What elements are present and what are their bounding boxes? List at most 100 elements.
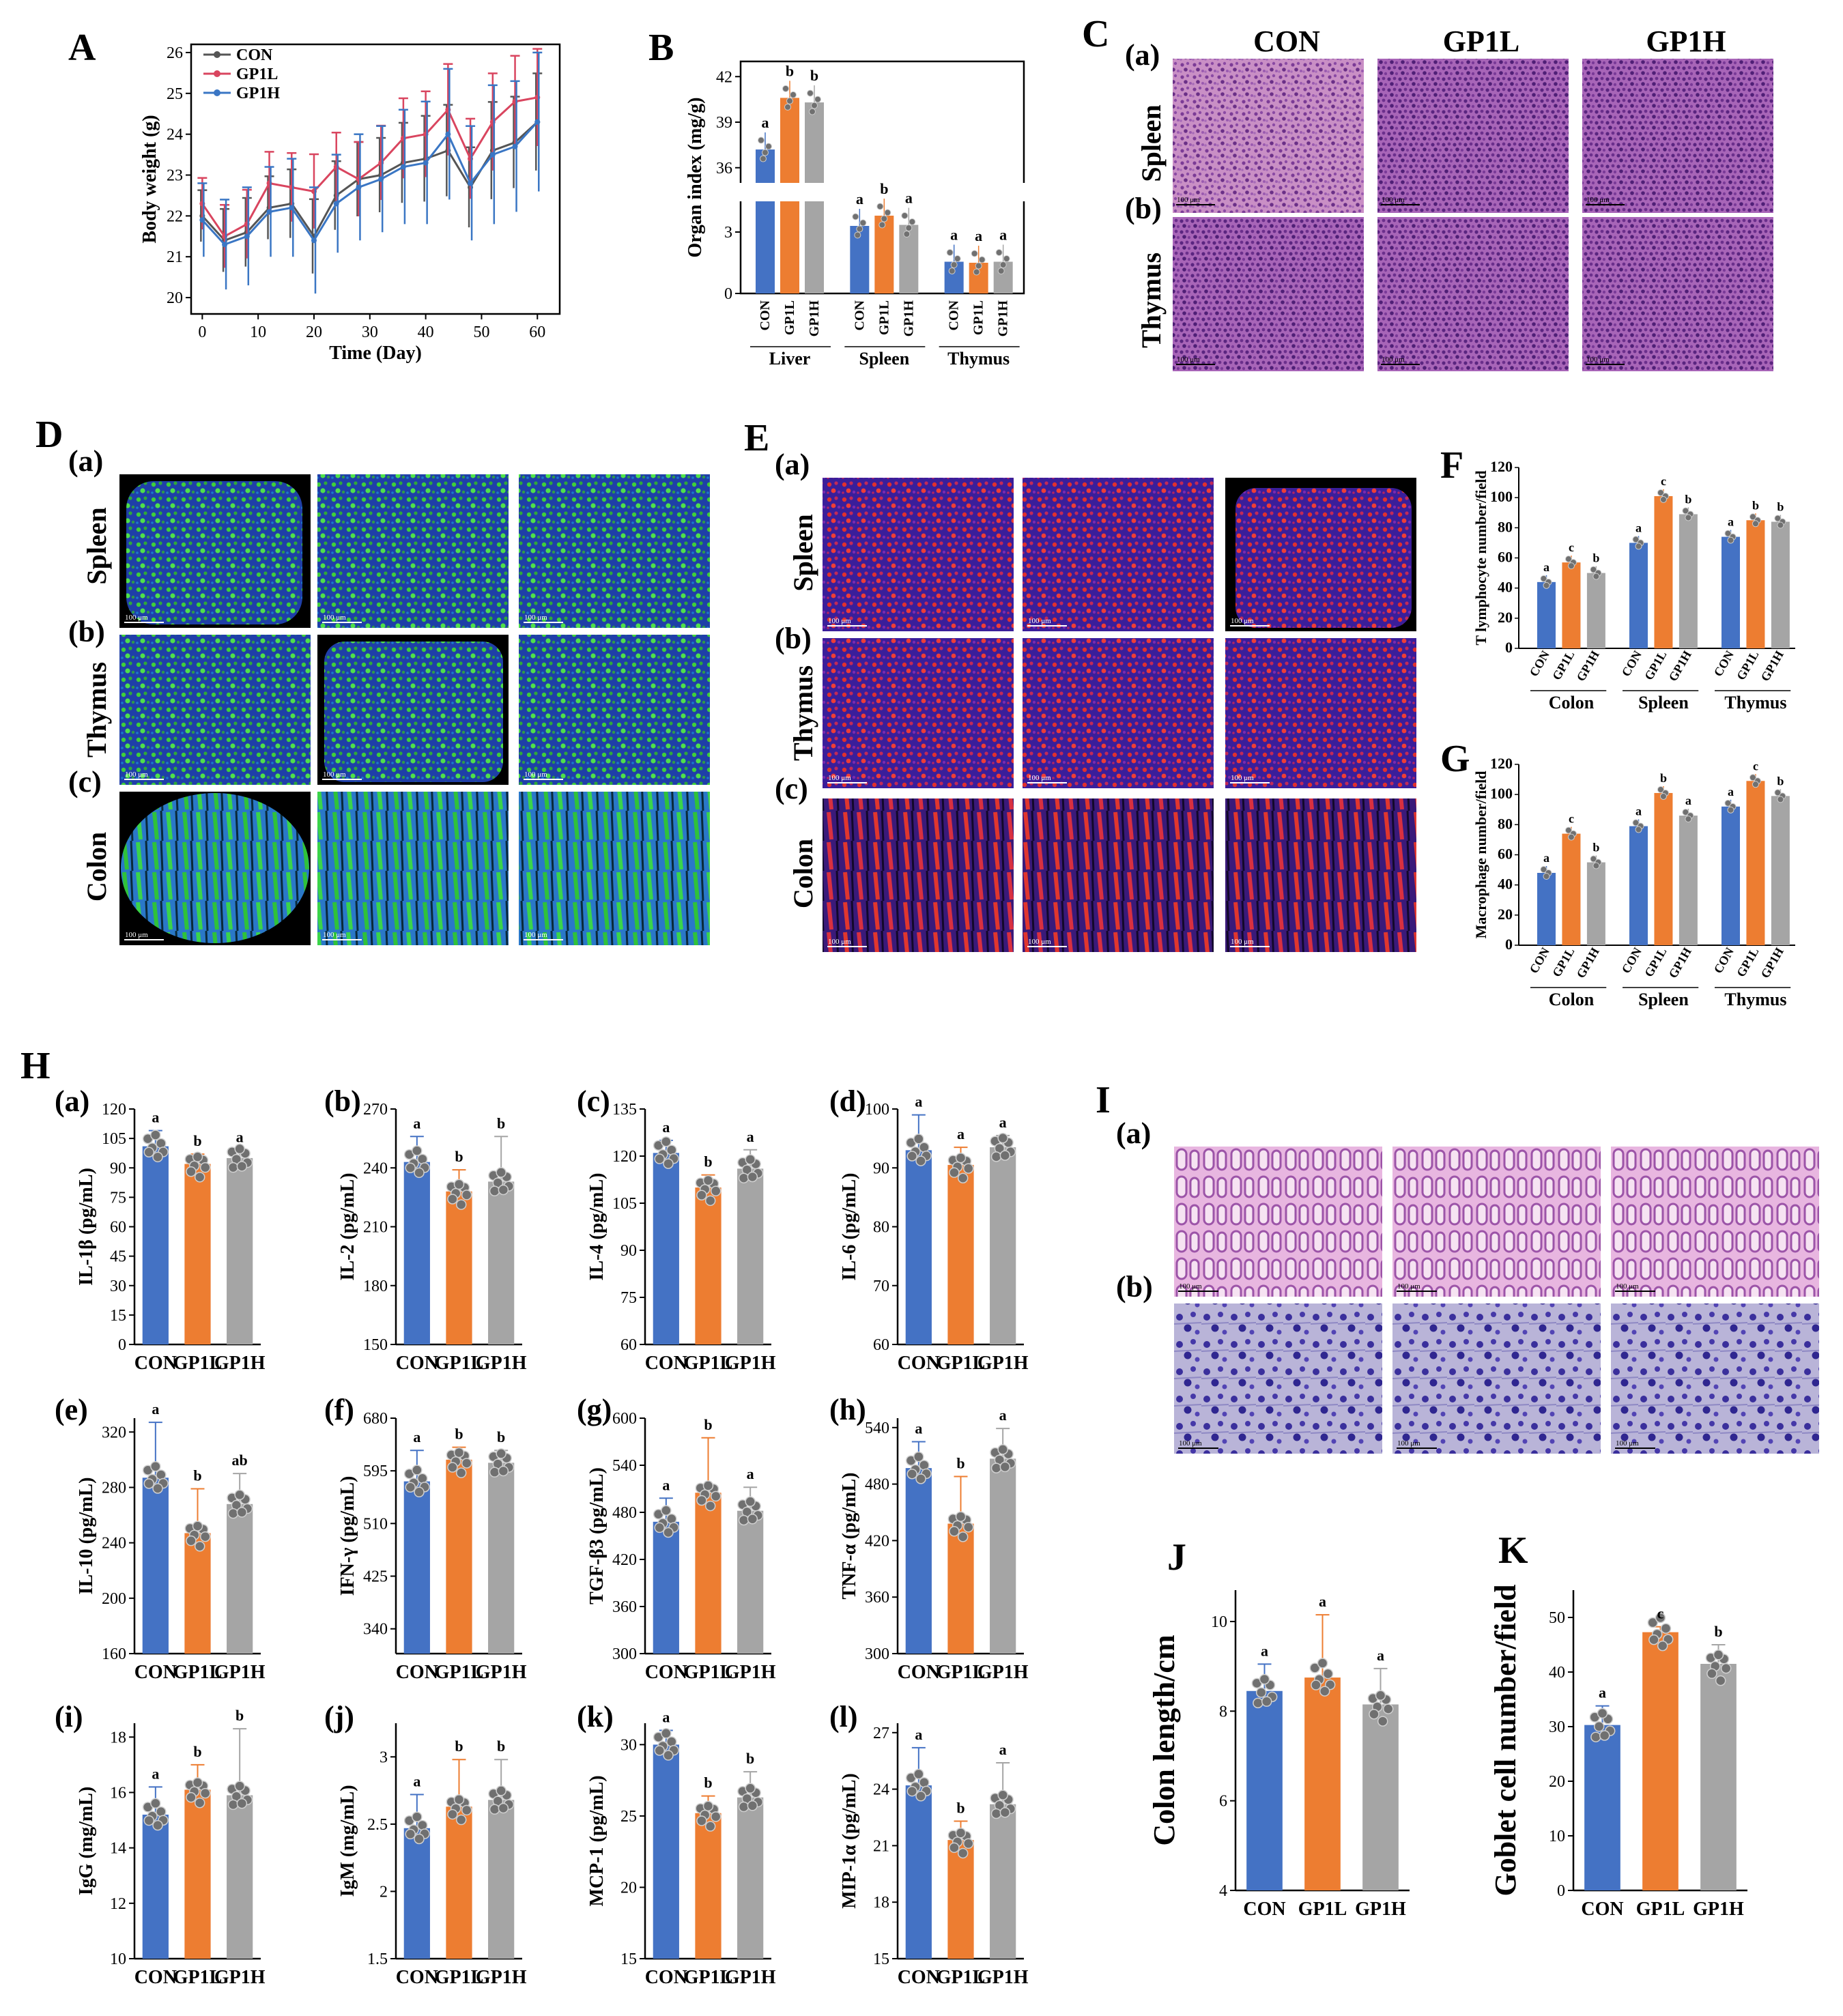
e-spleen-2 <box>1023 478 1214 631</box>
data-point <box>790 91 797 98</box>
y-axis-label: T lymphocyte number/field <box>1472 470 1489 645</box>
x-group-label: Spleen <box>1638 693 1689 712</box>
y-axis-label: MIP-1α (pg/mL) <box>839 1773 860 1908</box>
data-point <box>417 1473 428 1484</box>
data-point <box>412 1145 423 1156</box>
x-series-label: CON <box>1619 945 1644 976</box>
y-tick-label: 160 <box>102 1645 126 1663</box>
y-tick-label: 3 <box>380 1748 388 1766</box>
y-tick-label: 300 <box>865 1645 889 1663</box>
data-point <box>414 1833 425 1845</box>
x-group-label: Thymus <box>1724 990 1786 1009</box>
i-images <box>1174 1147 1819 1454</box>
bar-gp1l <box>446 1191 472 1344</box>
data-point <box>1632 819 1640 826</box>
y-tick-label: 600 <box>612 1410 637 1428</box>
c-thymus-con <box>1173 217 1364 371</box>
data-point <box>194 1797 205 1809</box>
y-tick-label: 40 <box>1498 876 1513 893</box>
y-tick-label: 10 <box>110 1950 126 1968</box>
y-tick-label: 105 <box>102 1130 126 1148</box>
svg-text:100 μm: 100 μm <box>1586 196 1610 204</box>
chart-He: 160 200 240 280 320 a CON b GP1L ab GP1H IL-10 (pg/… <box>76 1400 266 1683</box>
d-thymus-3 <box>519 635 710 785</box>
y-tick-label: 0 <box>724 285 732 303</box>
d-sub-b: (b) <box>68 615 105 648</box>
data-point <box>946 249 954 256</box>
y-tick-label: 26 <box>167 44 183 62</box>
data-point <box>234 1781 245 1791</box>
x-category-label: GP1H <box>1355 1899 1406 1920</box>
bar-gp1l <box>184 1533 211 1654</box>
data-point <box>417 1819 428 1831</box>
data-point <box>1590 566 1597 573</box>
data-point <box>423 160 429 166</box>
bar-gp1h <box>1586 862 1605 945</box>
data-point <box>1543 873 1550 880</box>
scale-bar: 100 μm <box>524 614 563 623</box>
data-point <box>1003 255 1010 262</box>
bar-con <box>142 1146 169 1344</box>
data-point <box>999 1461 1011 1473</box>
x-category-label: GP1L <box>1636 1899 1685 1920</box>
panel-label-g: G <box>1440 738 1470 780</box>
d-spleen-3 <box>519 474 710 628</box>
y-tick-label: 6 <box>1219 1793 1227 1811</box>
sig-letter: c <box>1753 759 1758 773</box>
y-tick-label: 540 <box>865 1420 889 1437</box>
data-point <box>455 1814 467 1826</box>
data-point <box>1682 809 1689 816</box>
data-point <box>445 131 451 137</box>
y-tick-label: 540 <box>612 1457 637 1475</box>
y-axis-label: IgM (mg/mL) <box>337 1785 358 1897</box>
chart-Hj: 1.5 2 2.5 3 a CON b GP1L b GP1H IgM (mg/mL) <box>337 1723 527 1988</box>
series-line-gp1l <box>201 96 538 238</box>
y-axis-label: IL-1β (pg/mL) <box>76 1168 97 1286</box>
scale-bar: 100 μm <box>1230 938 1270 947</box>
sig-letter: b <box>704 1153 712 1170</box>
svg-text:100 μm: 100 μm <box>1382 356 1405 364</box>
bar-con <box>1629 543 1648 648</box>
svg-text:100 μm: 100 μm <box>1177 196 1200 204</box>
e-row-thymus: Thymus <box>788 665 818 761</box>
y-tick-label: 18 <box>873 1894 889 1912</box>
bar-gp1h <box>1771 796 1790 945</box>
x-category-label: CON <box>898 1967 940 1988</box>
legend-marker <box>214 51 220 58</box>
data-point <box>453 1794 465 1805</box>
data-point <box>447 1809 458 1820</box>
sig-letter: a <box>152 1109 159 1126</box>
x-category-label: CON <box>645 1353 687 1374</box>
y-tick-label: 120 <box>102 1101 126 1119</box>
scale-bar: 100 μm <box>1586 356 1625 365</box>
y-tick-label: 60 <box>620 1336 637 1354</box>
bar-gp1h <box>488 1181 515 1344</box>
data-point <box>745 1783 756 1794</box>
x-series-label: CON <box>1711 648 1737 679</box>
data-point <box>949 1167 960 1178</box>
data-point <box>696 1495 707 1506</box>
data-point <box>955 1152 967 1164</box>
y-tick-label: 30 <box>110 1278 126 1295</box>
bar-gp1h <box>990 1458 1016 1654</box>
data-point <box>333 201 339 207</box>
chart-J: 4 6 8 10 a CON a GP1L a GP1H Colon length/cm <box>1147 1590 1410 1920</box>
bar-gp1h <box>1362 1704 1399 1890</box>
data-point <box>854 231 861 239</box>
bar-gp1l <box>1654 495 1673 648</box>
scale-bar: 100 μm <box>322 614 362 623</box>
h-sub-g: (g) <box>577 1393 612 1426</box>
data-point <box>1317 1658 1328 1669</box>
chart-Hc: 60 75 90 105 120 135 a CON b GP1L a GP1H IL-4 (pg/mL… <box>586 1101 776 1374</box>
y-tick-label: 360 <box>865 1589 889 1607</box>
y-tick-label: 120 <box>1490 755 1513 772</box>
data-point <box>884 209 891 216</box>
data-point <box>405 1162 416 1173</box>
data-point <box>710 1811 722 1822</box>
y-tick-label: 60 <box>1498 846 1513 863</box>
data-point <box>906 1785 917 1797</box>
data-point <box>150 1798 161 1809</box>
y-tick-label: 60 <box>1498 549 1513 566</box>
data-point <box>289 205 295 211</box>
